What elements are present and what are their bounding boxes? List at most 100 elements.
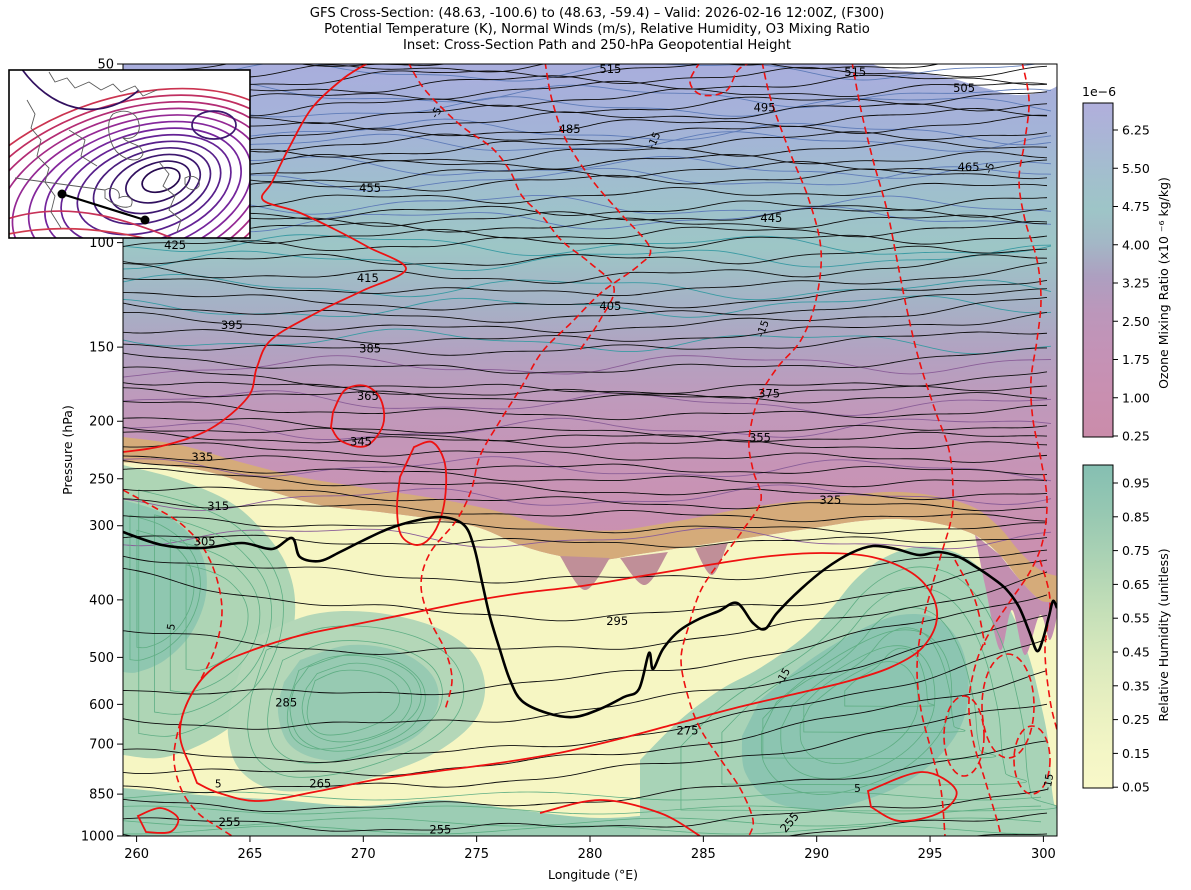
wind-label: 5 <box>215 779 222 791</box>
wind-contour-positive <box>539 799 701 836</box>
rh-contour-lines-path <box>762 607 997 760</box>
ozone-cb-tick-label: 3.25 <box>1122 276 1150 291</box>
theta-contours-path <box>123 159 1048 186</box>
rh-contour-lines-path <box>169 539 261 693</box>
rh-contour-lines-path <box>289 653 426 752</box>
theta-contours-path <box>123 594 1048 696</box>
y-tick-label: 200 <box>89 415 114 430</box>
rh-fill-teal-mid <box>277 644 439 761</box>
theta-contours-path <box>123 108 1048 147</box>
y-tick-label: 500 <box>89 651 114 666</box>
theta-contours-path <box>123 455 1048 476</box>
wind-contour-positive <box>136 807 180 834</box>
ozone-colorbar-offset-text: 1e−6 <box>1082 84 1116 99</box>
o3-contour-lines-path <box>123 527 1052 550</box>
theta-contours-path <box>123 467 1048 501</box>
x-tick-label: 300 <box>1031 847 1056 862</box>
inset-coastline <box>68 129 98 167</box>
o3-contour-lines-path <box>123 234 1052 256</box>
inset-cross-section-path <box>61 192 146 222</box>
pink-tongue <box>695 543 728 576</box>
ozone-cb-tick-label: 4.00 <box>1122 237 1150 252</box>
theta-label: 445 <box>760 211 782 225</box>
rh-cb-tick-label: 0.85 <box>1122 509 1150 524</box>
theta-contours-path <box>123 347 1048 374</box>
pink-tongue <box>620 552 668 586</box>
theta-contours-path <box>123 208 1048 228</box>
o3-contour-lines-path <box>123 417 1052 441</box>
theta-contours-path <box>123 387 1048 404</box>
theta-label: 485 <box>559 122 581 136</box>
theta-label: 455 <box>359 181 381 195</box>
theta-contours-path <box>123 442 1048 463</box>
theta-label: 495 <box>754 101 776 115</box>
theta-label: 275 <box>677 723 699 737</box>
theta-label: 325 <box>819 493 841 507</box>
wind-contour-negative-loop <box>981 653 1035 759</box>
wind-contour-positive <box>123 64 407 453</box>
o3-contour-lines-path <box>123 456 1052 482</box>
rh-contour-lines-path <box>123 805 1042 815</box>
theta-label: 295 <box>606 614 628 628</box>
ozone-cb-tick-label: 2.50 <box>1122 314 1150 329</box>
theta-contours-path <box>123 571 1048 655</box>
theta-contours-path <box>123 812 1048 836</box>
inset-height-contour <box>60 133 232 238</box>
inset-coastline <box>184 175 200 191</box>
x-tick-label: 280 <box>578 847 603 862</box>
theta-contours-path <box>123 82 1048 117</box>
rh-contour-lines-path <box>760 629 953 795</box>
theta-contours-path <box>123 168 1048 197</box>
theta-label: 335 <box>191 450 213 464</box>
theta-label: 505 <box>953 81 975 95</box>
plot-area <box>123 64 1057 836</box>
wind-contour-negative <box>968 64 1048 836</box>
title-line-2: Potential Temperature (K), Normal Winds … <box>324 22 870 37</box>
wind-label: 5 <box>854 783 861 795</box>
theta-label: 515 <box>599 62 621 76</box>
theta-contours-path <box>123 139 1048 174</box>
rh-contour-lines-path <box>306 669 401 736</box>
theta-label: 465 <box>958 160 980 174</box>
theta-contours-path <box>123 288 1048 323</box>
theta-label: 375 <box>758 386 780 400</box>
wind-contour-negative <box>1039 559 1057 731</box>
theta-label: 285 <box>275 696 297 710</box>
theta-contours-path <box>123 65 1048 100</box>
theta-contours-path <box>123 559 1048 622</box>
inset-height-contour <box>76 140 222 236</box>
ozone-cb-tick-label: 0.25 <box>1122 429 1150 444</box>
theta-label: 255 <box>429 822 451 836</box>
wind-contour-negative <box>954 559 986 646</box>
rh-contour-lines-path <box>185 564 249 671</box>
theta-label: 365 <box>357 389 379 403</box>
inset-height-contour <box>9 100 250 238</box>
theta-contours-path <box>123 366 1048 394</box>
theta-contours-path <box>123 197 1048 220</box>
x-tick-label: 265 <box>238 847 263 862</box>
y-tick-label: 250 <box>89 472 114 487</box>
wind-contour-positive <box>396 440 448 546</box>
pink-wedge-right <box>975 535 1057 656</box>
o3-contour-lines-path <box>123 194 1052 215</box>
rh-contour-lines-path <box>780 645 936 780</box>
y-tick-label: 600 <box>89 698 114 713</box>
title-line-3: Inset: Cross-Section Path and 250-hPa Ge… <box>403 38 791 53</box>
o3-contour-lines-path <box>123 273 1052 301</box>
wind-contour-negative <box>408 64 615 351</box>
rh-fill-teal-right <box>741 613 969 810</box>
theta-contours-path <box>123 182 1048 208</box>
theta-contours-path <box>123 296 1048 334</box>
wind-contour-positive <box>179 552 938 802</box>
theta-label: 305 <box>194 534 216 548</box>
y-tick-label: 50 <box>97 58 114 73</box>
inset-height-contour <box>125 160 191 204</box>
title-line-1: GFS Cross-Section: (48.63, -100.6) to (4… <box>310 6 884 21</box>
theta-label: 265 <box>309 777 331 791</box>
theta-contours-path <box>123 279 1048 311</box>
ozone-colorbar <box>1082 102 1114 438</box>
theta-contours-path <box>123 417 1048 438</box>
o3-contour-lines-path <box>123 355 1052 378</box>
x-axis-label: Longitude (°E) <box>548 867 638 882</box>
